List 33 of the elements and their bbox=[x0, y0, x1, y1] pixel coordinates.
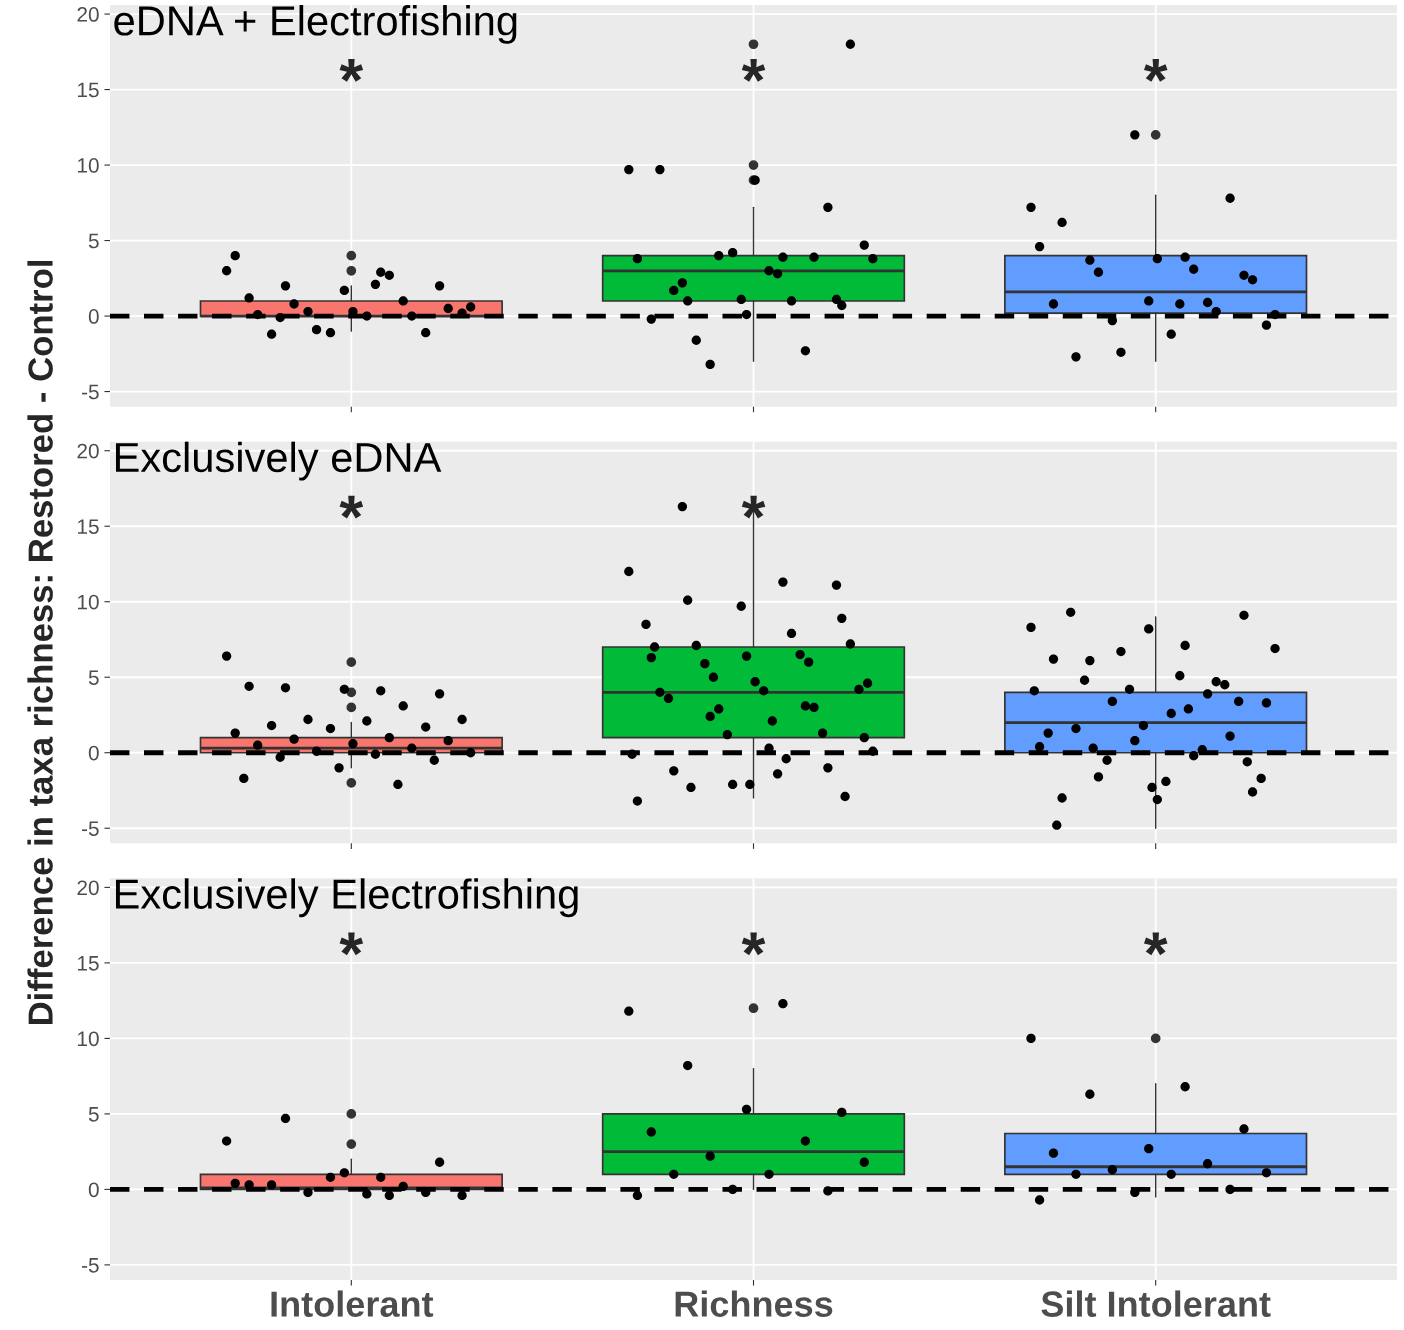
chart-title: eDNA + Electrofishing bbox=[114, 5, 517, 44]
x-tick-label: Richness bbox=[675, 1290, 833, 1317]
y-tick-label: -5 bbox=[81, 1258, 99, 1273]
y-tick-label: 15 bbox=[78, 519, 99, 534]
annotation: * bbox=[1143, 932, 1168, 956]
annotation: * bbox=[339, 59, 364, 82]
chart-title: Exclusively Electrofishing bbox=[115, 878, 578, 918]
x-tick-label: Silt Intolerant bbox=[1041, 1290, 1271, 1317]
y-axis-title: Difference in taxa richness: Restored - Control bbox=[27, 260, 53, 1025]
annotation: * bbox=[339, 932, 364, 956]
y-tick-label: 15 bbox=[78, 956, 99, 971]
y-tick-label: 5 bbox=[88, 233, 99, 249]
y-tick-label: 10 bbox=[78, 1031, 99, 1047]
annotation: * bbox=[741, 59, 766, 82]
y-tick-label: 0 bbox=[88, 745, 99, 761]
y-tick-label: 20 bbox=[77, 443, 99, 459]
annotation: * bbox=[1143, 59, 1168, 82]
chart-title: Exclusively eDNA bbox=[115, 441, 442, 481]
y-tick-label: 10 bbox=[78, 594, 99, 610]
annotation: * bbox=[741, 932, 766, 956]
y-tick-label: 0 bbox=[88, 1182, 99, 1198]
y-tick-label: 20 bbox=[77, 880, 99, 896]
y-tick-label: 15 bbox=[78, 82, 99, 98]
y-tick-label: 5 bbox=[88, 670, 99, 685]
y-tick-label: 5 bbox=[88, 1107, 99, 1122]
y-tick-label: 20 bbox=[77, 7, 99, 22]
annotation: * bbox=[339, 495, 364, 519]
y-tick-label: 0 bbox=[88, 309, 99, 324]
y-tick-label: -5 bbox=[81, 384, 99, 400]
annotation: * bbox=[741, 495, 766, 519]
y-tick-label: -5 bbox=[81, 821, 99, 836]
x-tick-label: Intolerant bbox=[271, 1290, 434, 1317]
y-tick-label: 10 bbox=[78, 158, 99, 173]
